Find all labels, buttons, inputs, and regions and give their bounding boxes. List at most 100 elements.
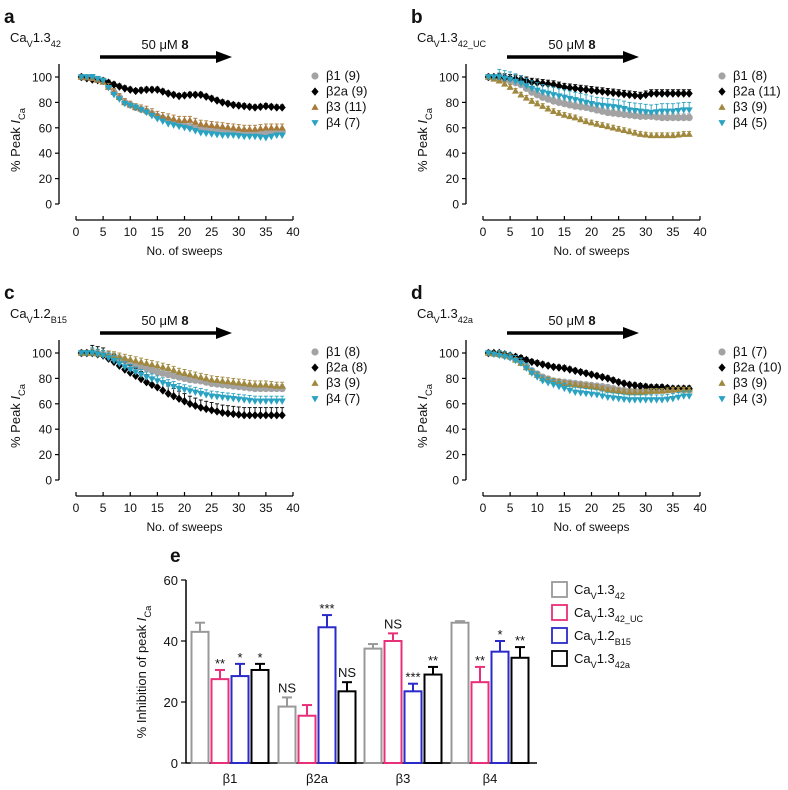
data-point-b3 [615,387,623,394]
data-point-b2a [191,90,199,99]
data-point-b3 [663,386,672,394]
data-point-b2a [560,364,568,373]
data-point-b2a [137,86,145,95]
data-point-b2a [251,411,259,420]
data-point-b4 [170,122,178,129]
text-span: 42 [615,591,625,601]
legend-marker-b2a [311,87,319,96]
data-point-b4 [674,394,682,402]
data-point-b1 [533,91,541,99]
data-point-b3 [121,354,129,361]
data-point-b4 [528,85,536,93]
data-point-b4 [240,397,248,404]
bar [383,640,403,764]
text-span: Ca [424,107,434,120]
data-point-b3 [658,131,666,139]
data-point-b4 [180,387,189,394]
data-point-b2a [246,102,254,112]
data-point-b4 [495,74,503,81]
x-tick-label: 30 [639,501,653,515]
x-tick-label: 5 [507,225,514,239]
data-point-b3 [159,112,167,120]
data-point-b4 [153,378,161,385]
data-point-b1 [544,95,552,103]
data-point-b4 [180,125,189,132]
data-point-b3 [208,121,216,128]
data-point-b3 [647,131,655,139]
data-point-b2a [587,86,596,95]
data-point-b4 [83,350,91,357]
significance-label: NS [384,616,402,631]
legend-marker-b1 [718,348,726,356]
data-point-b2a [267,102,275,112]
data-point-b4 [549,92,558,99]
significance-label: * [237,650,242,665]
y-tick-label: 60 [39,121,53,135]
panel-title: CaV1.342a [417,306,474,325]
data-point-b4 [126,102,134,110]
data-point-b4 [577,98,585,105]
text-span: Ca [417,306,434,321]
y-axis-label: % Peak ICa [415,383,434,448]
drug-label: 50 μM 8 [141,313,188,328]
data-point-b4 [625,397,634,404]
data-point-b4 [663,108,672,115]
data-point-b4 [680,393,688,400]
data-point-b2a [674,89,682,98]
data-point-b3 [262,381,270,388]
data-point-b2a [267,411,275,420]
text-span: % Peak [8,400,23,448]
data-point-b3 [159,363,167,370]
x-tick-label: 10 [124,225,138,239]
data-point-b3 [636,388,644,396]
y-tick-label: 100 [32,71,52,85]
y-tick-label: 20 [446,448,460,462]
data-point-b3 [273,382,281,389]
data-point-b4 [506,76,514,84]
legend-marker-b2a [718,87,726,96]
data-point-b2a [180,91,189,100]
data-point-b2a [170,391,178,401]
data-point-b4 [148,113,156,120]
data-point-b4 [539,378,547,385]
series-b3 [77,348,286,389]
text-span: % Peak [415,124,430,172]
data-point-b4 [495,352,503,360]
y-tick-label: 80 [39,96,53,110]
data-point-b4 [88,74,96,81]
data-point-b2a [647,383,655,392]
data-point-b4 [186,126,194,133]
data-point-b3 [620,126,628,134]
data-point-b2a [224,409,232,418]
data-point-b3 [669,386,677,393]
data-point-b2a [256,102,265,112]
data-point-b4 [555,383,563,391]
text-span: Ca [17,383,27,396]
data-point-b4 [663,396,672,403]
data-point-b3 [528,97,536,104]
data-point-b2a [571,366,579,375]
data-point-b3 [164,114,172,121]
x-tick-label: 30 [639,225,653,239]
data-point-b4 [121,364,129,371]
data-point-b3 [560,111,568,118]
legend-marker-b2a [311,363,319,372]
y-tick-label: 60 [164,573,178,588]
text-span: V [591,660,598,670]
data-point-b2a [208,405,216,415]
bar [277,705,297,765]
drug-label: 50 μM 8 [548,313,595,328]
data-point-b4 [83,74,91,81]
text-span: 42a [615,660,631,670]
data-point-b4 [142,109,151,117]
data-point-b3 [213,376,221,384]
data-point-b4 [669,396,677,403]
data-point-b2a [609,376,617,385]
data-point-b2a [224,99,232,108]
text-span: 8 [588,37,595,52]
text-span: V [27,315,34,325]
data-point-b3 [191,372,199,379]
y-tick-label: 40 [39,147,53,161]
